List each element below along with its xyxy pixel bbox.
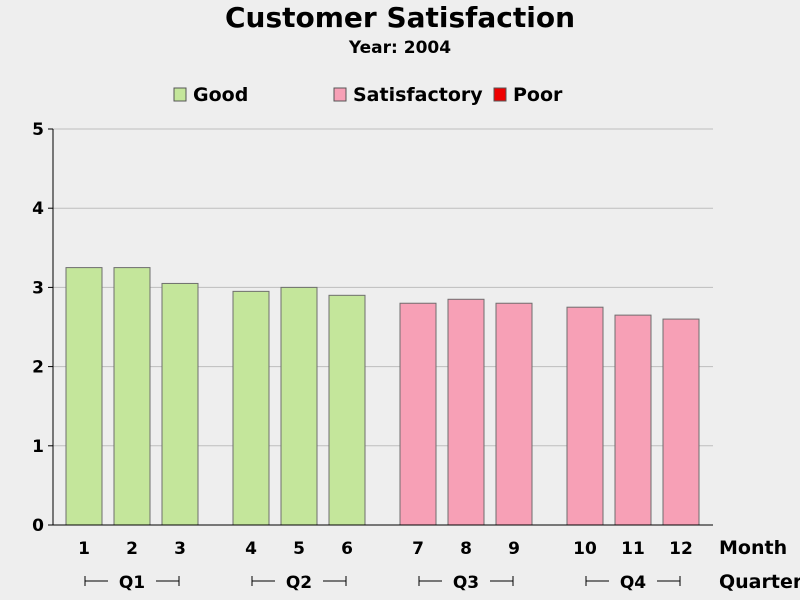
- x-tick-label: 1: [78, 539, 90, 559]
- quarter-text: Q2: [286, 573, 312, 593]
- bar-month-1: [65, 267, 103, 526]
- quarter-text: Q1: [119, 573, 145, 593]
- y-tick-label: 0: [32, 516, 44, 536]
- quarter-label-q3: Q3: [418, 573, 514, 593]
- legend-item-poor: Poor: [493, 84, 563, 106]
- quarter-label-q4: Q4: [585, 573, 681, 593]
- bar-month-9: [495, 302, 533, 526]
- bar-month-6: [328, 294, 366, 526]
- x-axis-label: Month: [719, 537, 787, 559]
- x-tick-label: 11: [621, 539, 645, 559]
- legend-item-good: Good: [173, 84, 248, 106]
- x-tick-label: 4: [245, 539, 257, 559]
- bar-month-2: [113, 267, 151, 526]
- y-tick-label: 1: [32, 437, 44, 457]
- y-tick-label: 4: [32, 199, 44, 219]
- legend-swatch: [333, 87, 347, 102]
- legend-swatch: [173, 87, 187, 102]
- axes: [52, 129, 713, 526]
- y-tick-label: 3: [32, 278, 44, 298]
- quarter-groups: Q1 Q2 Q3 Q4: [84, 573, 681, 593]
- bar-month-10: [566, 306, 604, 526]
- x-tick-label: 3: [174, 539, 186, 559]
- bar-month-11: [614, 314, 652, 526]
- legend-label: Good: [193, 84, 248, 106]
- bar-month-7: [399, 302, 437, 526]
- y-axis-ticks: 0 1 2 3 4 5: [32, 120, 53, 536]
- legend: Good Satisfactory Poor: [173, 84, 563, 106]
- bar-month-8: [447, 298, 485, 526]
- x-tick-label: 10: [573, 539, 597, 559]
- quarter-label-q2: Q2: [251, 573, 347, 593]
- x-axis-ticks: 1 2 3 4 5 6 7 8 9 10 11 12: [78, 539, 693, 559]
- chart-title: Customer Satisfaction: [225, 1, 575, 34]
- x-tick-label: 6: [341, 539, 353, 559]
- chart-subtitle: Year: 2004: [348, 38, 451, 58]
- quarter-label-q1: Q1: [84, 573, 180, 593]
- x-tick-label: 8: [460, 539, 472, 559]
- x-tick-label: 9: [508, 539, 520, 559]
- x-tick-label: 5: [293, 539, 305, 559]
- legend-label: Satisfactory: [353, 84, 483, 106]
- quarter-text: Q3: [453, 573, 479, 593]
- gridlines: [53, 128, 713, 447]
- bar-month-12: [662, 318, 700, 526]
- legend-item-satisfactory: Satisfactory: [333, 84, 483, 106]
- bar-month-5: [280, 286, 318, 526]
- y-tick-label: 2: [32, 358, 44, 378]
- quarter-text: Q4: [620, 573, 646, 593]
- bar-month-3: [161, 282, 199, 526]
- x-tick-label: 2: [126, 539, 138, 559]
- legend-label: Poor: [513, 84, 563, 106]
- x-tick-label: 12: [669, 539, 693, 559]
- group-axis-label: Quarter: [719, 571, 800, 593]
- x-tick-label: 7: [412, 539, 424, 559]
- bars: [65, 267, 700, 526]
- y-tick-label: 5: [32, 120, 44, 140]
- bar-month-4: [232, 290, 270, 526]
- legend-swatch: [493, 87, 507, 102]
